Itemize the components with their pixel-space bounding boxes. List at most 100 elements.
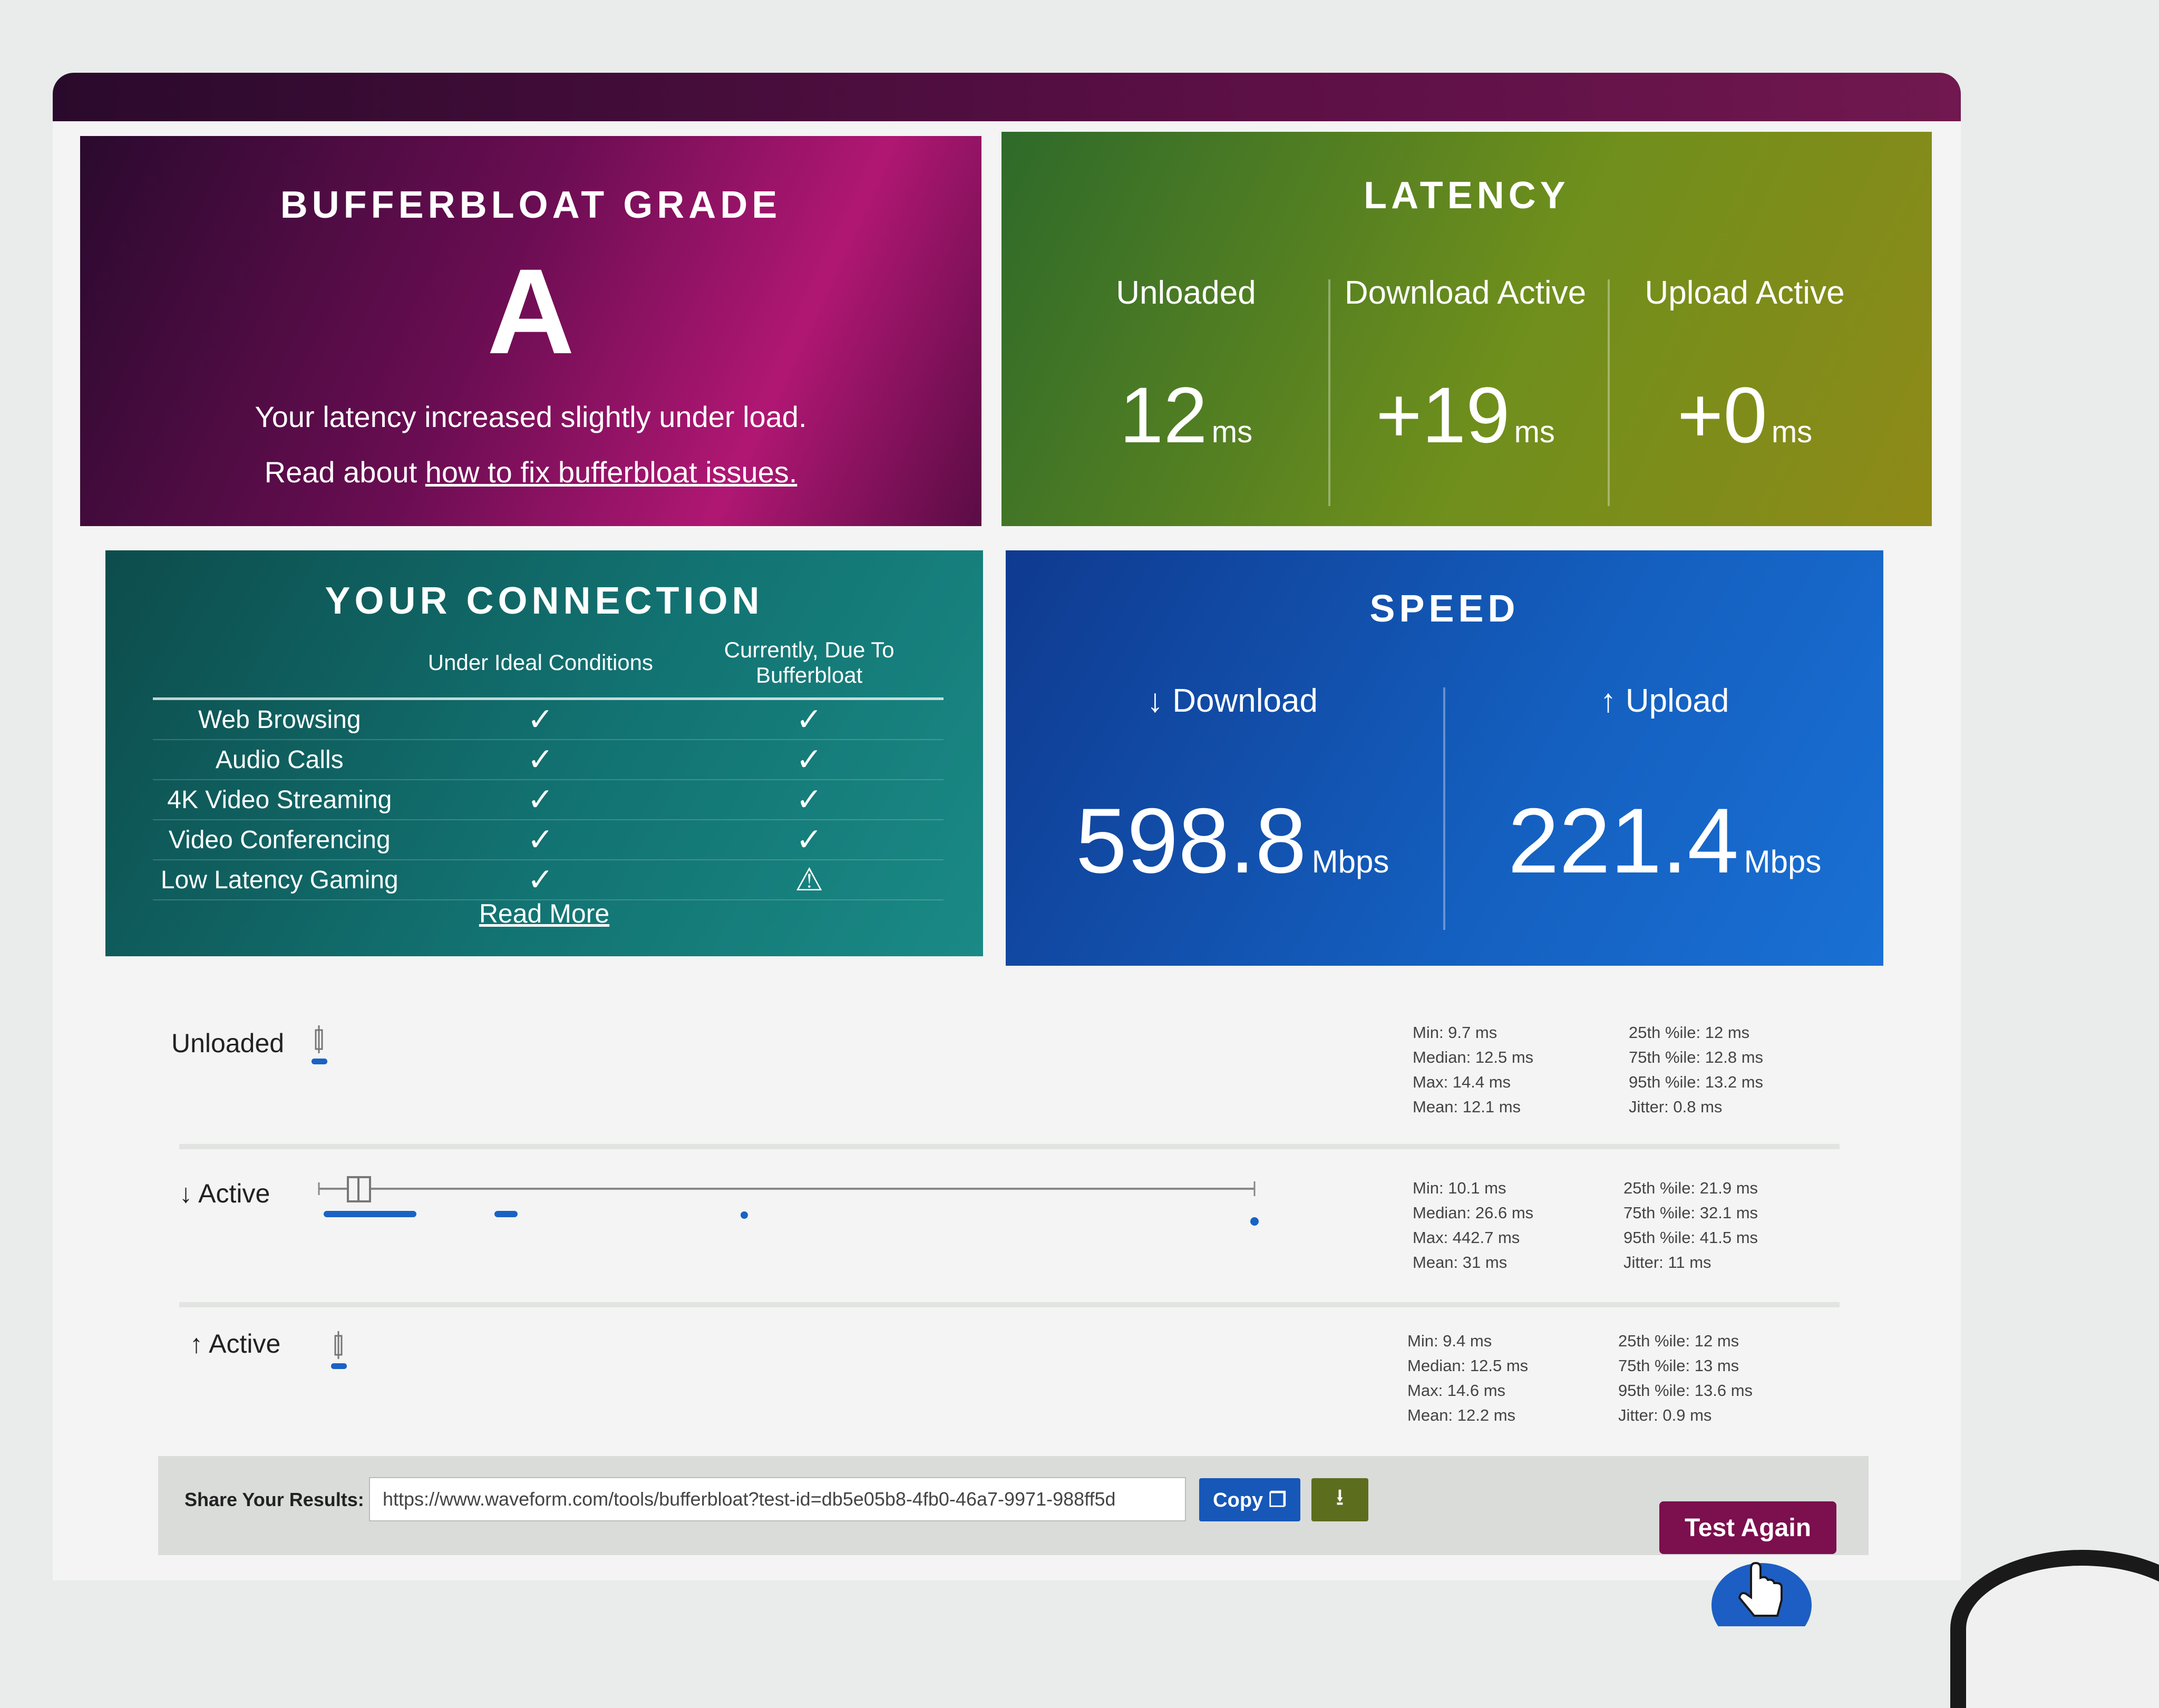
connection-header-row: Under Ideal Conditions Currently, Due To… <box>153 637 944 700</box>
latency-download-number: +19 <box>1376 371 1510 459</box>
connection-title: YOUR CONNECTION <box>325 580 764 622</box>
table-row: 4K Video Streaming ✓ ✓ <box>153 780 944 820</box>
check-icon: ✓ <box>675 820 944 860</box>
connection-header-blank <box>153 637 406 700</box>
check-icon: ✓ <box>675 780 944 820</box>
copy-label: Copy <box>1213 1489 1263 1511</box>
check-icon: ✓ <box>406 860 675 900</box>
distribution-marker <box>494 1211 518 1217</box>
grade-link-prefix: Read about <box>264 455 425 489</box>
check-icon: ✓ <box>675 740 944 780</box>
stat-mean: Mean: 12.1 ms <box>1413 1098 1521 1116</box>
grade-title: BUFFERBLOAT GRADE <box>280 184 782 226</box>
latency-upload-number: +0 <box>1677 371 1767 459</box>
panel-top-bar <box>53 73 1961 121</box>
stat-min: Min: 9.4 ms <box>1407 1332 1492 1350</box>
speed-upload: ↑ Upload 221.4 Mbps <box>1454 682 1875 894</box>
stat-p95: 95th %ile: 41.5 ms <box>1623 1228 1758 1247</box>
read-more-link[interactable]: Read More <box>479 899 610 928</box>
download-box-plot <box>318 1176 1259 1226</box>
download-stats-right: 25th %ile: 21.9 ms 75th %ile: 32.1 ms 95… <box>1623 1176 1758 1275</box>
download-button[interactable]: ⭳ <box>1311 1478 1368 1521</box>
download-icon: ⭳ <box>1336 1484 1344 1510</box>
latency-unloaded-value: 12 ms <box>1044 370 1328 461</box>
check-icon: ✓ <box>675 698 944 740</box>
stat-median: Median: 12.5 ms <box>1413 1048 1534 1066</box>
table-row: Video Conferencing ✓ ✓ <box>153 820 944 860</box>
stat-jitter: Jitter: 0.9 ms <box>1618 1406 1712 1424</box>
stat-p95: 95th %ile: 13.6 ms <box>1618 1381 1753 1400</box>
check-icon: ✓ <box>406 698 675 740</box>
latency-download-active: Download Active +19 ms <box>1323 274 1608 506</box>
latency-upload-value: +0 ms <box>1602 370 1887 461</box>
latency-unloaded-label: Unloaded <box>1116 275 1256 311</box>
copy-icon: ❐ <box>1268 1489 1287 1511</box>
distribution-marker <box>312 1059 327 1064</box>
outlier-point <box>741 1211 748 1219</box>
upload-label: ↑ Upload <box>1600 683 1729 719</box>
upload-value: 221.4 Mbps <box>1454 788 1875 894</box>
box-iqr <box>334 1335 343 1356</box>
grade-letter: A <box>487 244 575 379</box>
speed-divider <box>1443 687 1445 930</box>
upload-stats-left: Min: 9.4 ms Median: 12.5 ms Max: 14.6 ms… <box>1407 1328 1528 1428</box>
table-row: Web Browsing ✓ ✓ <box>153 698 944 740</box>
distribution-marker <box>324 1211 416 1217</box>
latency-upload-active: Upload Active +0 ms <box>1602 274 1887 506</box>
read-more-wrap: Read More <box>105 898 983 929</box>
row-label: Audio Calls <box>153 740 406 780</box>
stat-min: Min: 9.7 ms <box>1413 1023 1497 1042</box>
stat-jitter: Jitter: 11 ms <box>1623 1253 1711 1272</box>
share-url-input[interactable] <box>369 1477 1186 1521</box>
latency-download-label: Download Active <box>1344 275 1587 311</box>
col-ideal-header: Under Ideal Conditions <box>406 637 675 700</box>
unloaded-stats-left: Min: 9.7 ms Median: 12.5 ms Max: 14.4 ms… <box>1413 1020 1533 1119</box>
latency-card: LATENCY Unloaded 12 ms Download Active +1… <box>1001 132 1932 526</box>
latency-upload-unit: ms <box>1771 415 1813 449</box>
share-label: Share Your Results: <box>184 1489 364 1510</box>
download-label: ↓ Download <box>1147 683 1318 719</box>
latency-divider <box>1328 279 1330 506</box>
unloaded-row-label: Unloaded <box>171 1028 285 1058</box>
table-row: Audio Calls ✓ ✓ <box>153 740 944 780</box>
grade-link-line: Read about how to fix bufferbloat issues… <box>80 455 981 489</box>
share-bar: Share Your Results: Copy ❐ ⭳ Test Again <box>158 1456 1869 1555</box>
stat-p75: 75th %ile: 13 ms <box>1618 1356 1739 1375</box>
speed-title: SPEED <box>1369 588 1520 630</box>
stat-p75: 75th %ile: 12.8 ms <box>1629 1048 1764 1066</box>
download-unit: Mbps <box>1311 844 1389 879</box>
outlier-point <box>1250 1217 1259 1226</box>
upload-stats-right: 25th %ile: 12 ms 75th %ile: 13 ms 95th %… <box>1618 1328 1753 1428</box>
upload-number: 221.4 <box>1508 790 1739 892</box>
connection-table: Under Ideal Conditions Currently, Due To… <box>153 637 944 900</box>
fix-bufferbloat-link[interactable]: how to fix bufferbloat issues. <box>425 455 798 489</box>
stat-max: Max: 14.4 ms <box>1413 1073 1511 1091</box>
download-value: 598.8 Mbps <box>1022 788 1443 894</box>
upload-box-plot <box>331 1331 347 1369</box>
latency-details: Unloaded Min: 9.7 ms Median: 12.5 ms Max… <box>158 991 1845 1434</box>
row-separator <box>179 1144 1840 1149</box>
latency-download-unit: ms <box>1514 415 1555 449</box>
distribution-marker <box>331 1363 347 1369</box>
latency-unloaded-unit: ms <box>1211 415 1253 449</box>
stat-max: Max: 14.6 ms <box>1407 1381 1506 1400</box>
stat-median: Median: 12.5 ms <box>1407 1356 1529 1375</box>
unloaded-stats-right: 25th %ile: 12 ms 75th %ile: 12.8 ms 95th… <box>1629 1020 1763 1119</box>
download-stats-left: Min: 10.1 ms Median: 26.6 ms Max: 442.7 … <box>1413 1176 1533 1275</box>
upload-unit: Mbps <box>1744 844 1822 879</box>
connection-card: YOUR CONNECTION Under Ideal Conditions C… <box>105 550 983 956</box>
background-object <box>1950 1550 2159 1708</box>
check-icon: ✓ <box>406 740 675 780</box>
stat-p25: 25th %ile: 21.9 ms <box>1623 1179 1758 1197</box>
stat-p95: 95th %ile: 13.2 ms <box>1629 1073 1764 1091</box>
copy-button[interactable]: Copy ❐ <box>1199 1478 1300 1521</box>
latency-upload-label: Upload Active <box>1645 275 1845 311</box>
test-again-button[interactable]: Test Again <box>1659 1501 1836 1554</box>
speed-download: ↓ Download 598.8 Mbps <box>1022 682 1443 894</box>
stat-mean: Mean: 31 ms <box>1413 1253 1508 1272</box>
stat-p75: 75th %ile: 32.1 ms <box>1623 1204 1758 1222</box>
stat-p25: 25th %ile: 12 ms <box>1629 1023 1750 1042</box>
latency-unloaded-number: 12 <box>1119 371 1208 459</box>
stat-max: Max: 442.7 ms <box>1413 1228 1520 1247</box>
row-label: Web Browsing <box>153 698 406 740</box>
